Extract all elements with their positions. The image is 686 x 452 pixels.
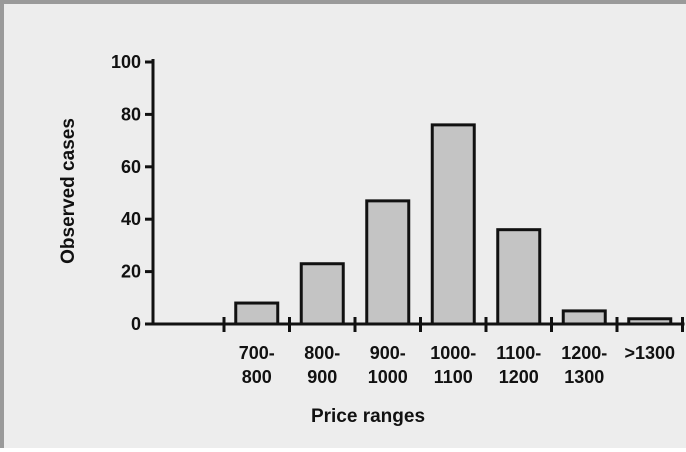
x-tick-label: >1300 <box>624 343 675 363</box>
bar <box>365 199 411 326</box>
bar <box>234 301 280 326</box>
y-tick-label: 40 <box>121 209 141 229</box>
x-tick-label: 900-1000 <box>368 343 408 387</box>
bars <box>234 123 673 326</box>
x-tick-label: 1000-1100 <box>430 343 476 387</box>
y-axis-title: Observed cases <box>58 118 79 264</box>
x-tick-label: 1200-1300 <box>561 343 607 387</box>
y-axis-ticks: 0 20 40 60 80 100 <box>111 52 153 334</box>
y-tick-label: 60 <box>121 157 141 177</box>
x-axis-tick-labels: 700-800 800-900 900-1000 1000-1100 1100-1200… <box>239 343 675 387</box>
bar <box>430 123 476 326</box>
y-tick-label: 0 <box>131 314 141 334</box>
bar <box>496 228 542 326</box>
x-axis-title: Price ranges <box>311 406 425 427</box>
y-tick-label: 80 <box>121 104 141 124</box>
x-tick-label: 700-800 <box>239 343 275 387</box>
y-tick-label: 20 <box>121 262 141 282</box>
x-tick-label: 800-900 <box>304 343 340 387</box>
y-tick-label: 100 <box>111 52 141 72</box>
bar <box>299 262 345 326</box>
x-tick-label: 1100-1200 <box>496 343 541 387</box>
bar-chart: 0 20 40 60 80 100 700-800 800-900 900-1000 1000-… <box>58 52 685 427</box>
bar <box>561 309 607 326</box>
